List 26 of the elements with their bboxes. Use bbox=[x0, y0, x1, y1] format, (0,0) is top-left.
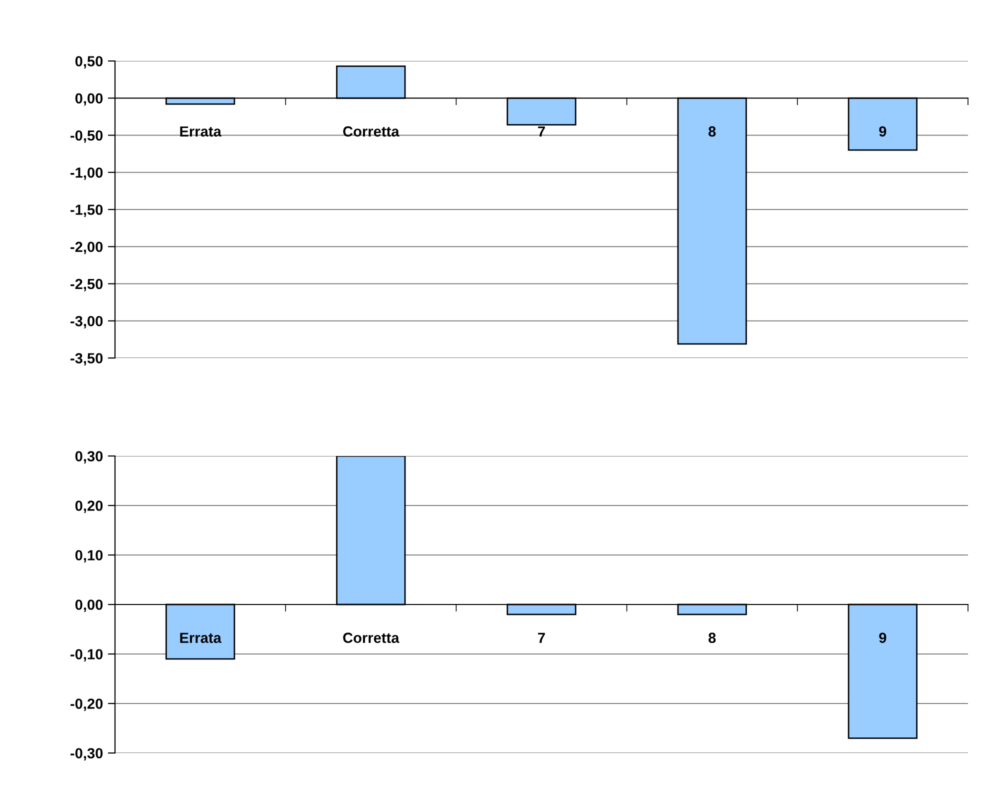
x-tick-label: Corretta bbox=[343, 126, 400, 137]
x-tick-label: 9 bbox=[879, 632, 886, 643]
y-tick-label: 0,10 bbox=[75, 550, 103, 563]
y-tick-label: 0,30 bbox=[75, 451, 103, 464]
x-tick-label: Errata bbox=[180, 126, 222, 137]
x-tick-label: 8 bbox=[708, 632, 716, 643]
y-tick-label: -1,50 bbox=[70, 204, 103, 218]
y-tick-label: -0,30 bbox=[70, 748, 103, 761]
y-tick-label: 0,50 bbox=[75, 56, 103, 69]
x-tick-label: 7 bbox=[538, 632, 545, 643]
y-tick-label: 0,20 bbox=[75, 500, 103, 514]
x-tick-label: 8 bbox=[708, 126, 716, 137]
y-tick-label: -3,00 bbox=[70, 316, 103, 328]
x-tick-label: 7 bbox=[538, 126, 545, 136]
y-tick-label: -2,00 bbox=[70, 242, 103, 254]
y-tick-label: 0,00 bbox=[75, 600, 103, 612]
y-tick-label: -0,20 bbox=[70, 698, 103, 712]
y-tick-label: -0,50 bbox=[70, 130, 103, 143]
y-tick-label: -2,50 bbox=[70, 278, 103, 292]
x-tick-label: 9 bbox=[879, 126, 886, 137]
y-tick-label: -1,00 bbox=[70, 167, 103, 180]
y-tick-label: -3,50 bbox=[70, 353, 103, 366]
y-tick-label: 0,00 bbox=[75, 93, 103, 106]
x-tick-label: Corretta bbox=[343, 632, 400, 643]
x-tick-label: Errata bbox=[180, 632, 222, 643]
y-tick-label: -0,10 bbox=[70, 649, 103, 662]
